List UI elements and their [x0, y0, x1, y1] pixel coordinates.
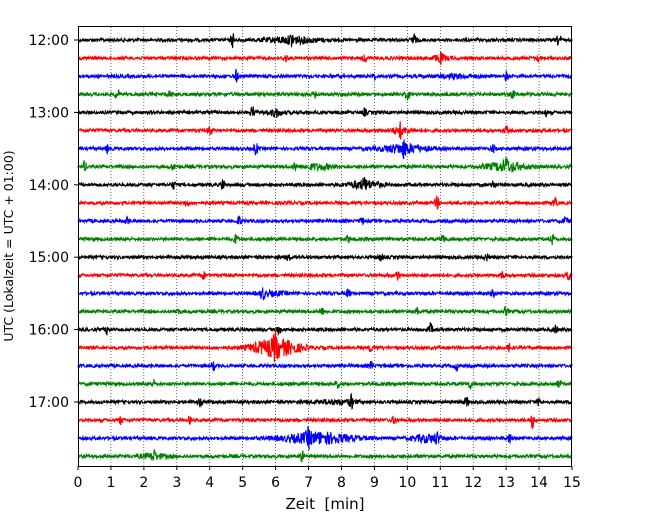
- seismogram-trace: 17:45: [77, 448, 573, 463]
- seismogram-trace: 17:30: [77, 426, 573, 450]
- x-tick-label: 12: [464, 475, 482, 491]
- x-tick-label: 9: [370, 475, 379, 491]
- seismogram-trace: 13:30: [77, 139, 573, 160]
- x-tick-label: 10: [398, 475, 416, 491]
- seismogram-trace: 16:30: [77, 360, 573, 373]
- seismogram-trace: 17:15: [77, 415, 573, 429]
- seismogram-trace: 12:15: [77, 51, 573, 66]
- y-tick-label: 14:00: [29, 178, 69, 194]
- x-tick-label: 13: [497, 475, 515, 491]
- seismogram-trace: 16:45: [77, 378, 573, 391]
- x-tick-label: 6: [271, 475, 280, 491]
- y-tick-label: 17:00: [29, 395, 69, 411]
- seismogram-trace: 15:30: [77, 287, 573, 301]
- seismogram-traces: 12:00 12:15 12:30 12:45 13:00 13:1513:3013:45…: [77, 33, 573, 463]
- x-axis-ticks: 0 1 2 3 4 5 6 7 8 9 10 11 12 13 14 15: [74, 466, 581, 491]
- seismogram-trace: 12:00: [77, 33, 573, 49]
- y-tick-label: 13:00: [29, 105, 69, 121]
- y-tick-label: 15:00: [29, 250, 69, 266]
- seismogram-trace: 14:15: [77, 195, 573, 210]
- seismogram-trace: 13:45: [77, 156, 573, 173]
- seismogram-trace: 17:00: [77, 392, 573, 410]
- seismogram-trace: 13:00: [77, 106, 573, 118]
- x-tick-label: 1: [106, 475, 115, 491]
- seismogram-trace: 12:30: [77, 68, 573, 83]
- x-tick-label: 11: [431, 475, 449, 491]
- y-axis-label: UTC (Lokalzeit = UTC + 01:00): [1, 150, 16, 341]
- seismogram-trace: 15:45: [77, 305, 573, 317]
- x-tick-label: 0: [74, 475, 83, 491]
- seismogram-trace: 16:00: [77, 322, 573, 337]
- x-tick-label: 2: [139, 475, 148, 491]
- y-tick-label: 12:00: [29, 33, 69, 49]
- seismogram-trace: 15:15: [77, 270, 573, 281]
- x-tick-label: 5: [238, 475, 247, 491]
- seismogram-trace: 16:15: [77, 328, 573, 363]
- y-axis-ticks: 12:00 13:00 14:00 15:00 16:00 17:00: [29, 33, 78, 411]
- seismogram-trace: 14:30: [77, 215, 573, 226]
- seismogram-trace: 14:00: [77, 176, 573, 191]
- x-axis-label: Zeit [min]: [285, 495, 364, 513]
- x-tick-label: 4: [205, 475, 214, 491]
- x-tick-label: 15: [563, 475, 581, 491]
- x-tick-label: 7: [304, 475, 313, 491]
- seismogram-trace: 13:15: [77, 121, 573, 140]
- minute-grid: [110, 27, 540, 466]
- y-tick-label: 16:00: [29, 323, 69, 339]
- x-tick-label: 8: [337, 475, 346, 491]
- seismogram-trace: 15:00: [77, 253, 573, 262]
- seismogram-trace: 12:45: [77, 89, 573, 101]
- seismogram-trace: 14:45: [77, 233, 573, 246]
- x-tick-label: 3: [172, 475, 181, 491]
- plot-frame: [78, 26, 572, 467]
- x-tick-label: 14: [530, 475, 548, 491]
